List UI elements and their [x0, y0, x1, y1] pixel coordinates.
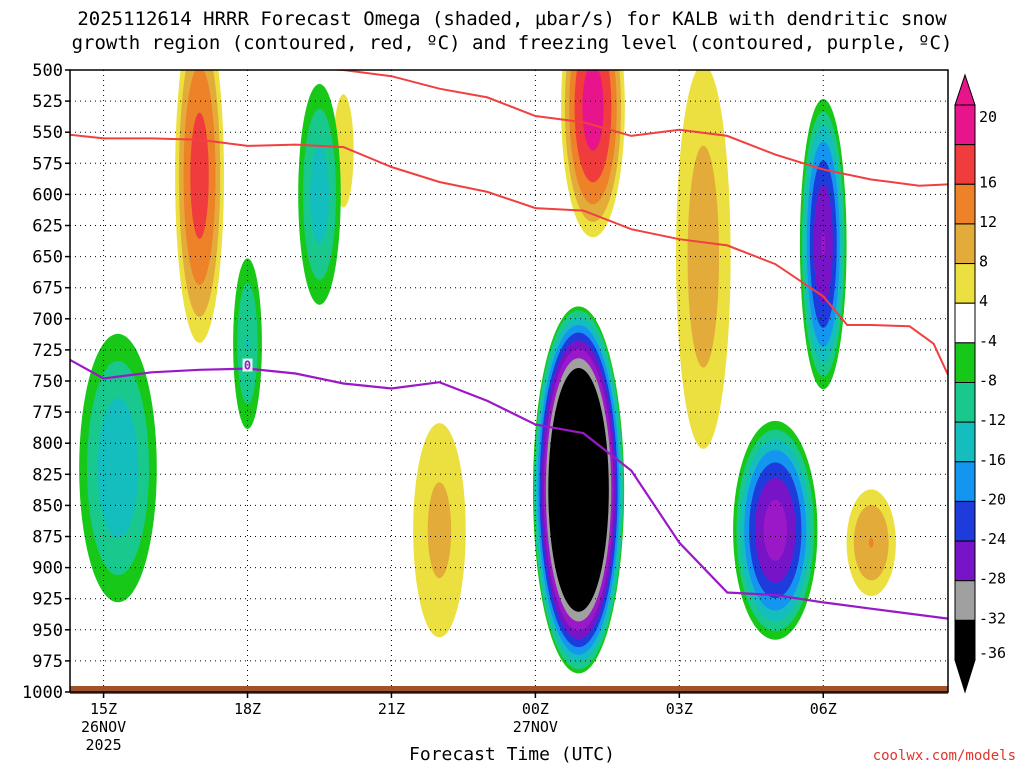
colorbar-swatch-1	[954, 144, 976, 185]
y-tick-label-875: 875	[32, 528, 63, 548]
freezing-level-label: 0	[244, 359, 251, 373]
y-tick-label-950: 950	[32, 621, 63, 641]
colorbar-label--12: -12	[979, 411, 1006, 429]
y-tick-label-900: 900	[32, 559, 63, 579]
y-tick-label-675: 675	[32, 279, 63, 299]
freezing-label-bg	[242, 358, 253, 372]
colorbar-label--36: -36	[979, 644, 1006, 662]
ground-strip	[70, 686, 948, 694]
omega-shading	[79, 70, 896, 674]
colorbar-swatch-7	[954, 382, 976, 423]
colorbar-swatch-10	[954, 500, 976, 542]
credit-link[interactable]: coolwx.com/models	[872, 748, 1016, 764]
y-tick-label-575: 575	[32, 154, 63, 174]
freezing-level-contour	[70, 358, 948, 620]
y-tick-label-750: 750	[32, 372, 63, 392]
x-tick-label-00Z: 00Z	[522, 700, 549, 718]
colorbar-bottom-arrow	[954, 659, 976, 694]
omega-band-1-20	[582, 70, 604, 151]
y-tick-label-775: 775	[32, 403, 63, 423]
colorbar-label-4: 4	[979, 292, 988, 310]
omega-band-8--12	[309, 145, 330, 244]
omega-band-7--28	[763, 499, 787, 561]
y-tick-label-725: 725	[32, 341, 63, 361]
x-axis-label: Forecast Time (UTC)	[409, 744, 615, 765]
omega-band-9--12	[246, 335, 249, 352]
omega-band-10-12	[868, 537, 874, 548]
contour-lines: 0	[70, 70, 948, 620]
colorbar-label--4: -4	[979, 332, 997, 350]
y-tick-label-550: 550	[32, 123, 63, 143]
colorbar-label--24: -24	[979, 530, 1006, 548]
dgz-bottom-contour	[70, 133, 948, 376]
x-date-label-15Z: 26NOV	[81, 718, 126, 736]
x-year-label-15Z: 2025	[86, 736, 122, 754]
colorbar-label--28: -28	[979, 570, 1006, 588]
colorbar-swatch-8	[954, 421, 976, 463]
omega-band-11-8	[427, 482, 452, 579]
colorbar-swatch-12	[954, 580, 976, 621]
omega-band-0-16	[190, 112, 209, 239]
y-tick-label-800: 800	[32, 434, 63, 454]
colorbar-swatch-2	[954, 183, 976, 225]
axes: 500 525 550 575 600 625 650 675 700 725 750 775 800 8…	[22, 61, 837, 754]
colorbar-label--20: -20	[979, 490, 1006, 508]
x-tick-label-06Z: 06Z	[810, 700, 837, 718]
y-tick-label-525: 525	[32, 92, 63, 112]
colorbar-label-20: 20	[979, 108, 997, 126]
y-tick-label-850: 850	[32, 496, 63, 516]
colorbar-swatch-6	[954, 342, 976, 384]
colorbar-swatch-9	[954, 461, 976, 502]
x-tick-label-18Z: 18Z	[234, 700, 261, 718]
colorbar-label-8: 8	[979, 253, 988, 271]
colorbar-label--8: -8	[979, 372, 997, 390]
x-tick-label-21Z: 21Z	[378, 700, 405, 718]
chart-title-line1: 2025112614 HRRR Forecast Omega (shaded, …	[77, 8, 947, 30]
colorbar-label-16: 16	[979, 173, 997, 191]
chart-title-line2: growth region (contoured, red, ºC) and f…	[71, 32, 953, 54]
omega-band-6--28	[821, 232, 826, 257]
colorbar-swatch-11	[954, 540, 976, 582]
y-tick-label-625: 625	[32, 217, 63, 237]
colorbar-swatch-3	[954, 223, 976, 265]
x-tick-label-15Z: 15Z	[90, 700, 117, 718]
colorbar-label--16: -16	[979, 451, 1006, 469]
x-date-label-00Z: 27NOV	[513, 718, 558, 736]
y-tick-label-925: 925	[32, 590, 63, 610]
y-tick-label-1000: 1000	[22, 683, 63, 703]
y-tick-label-825: 825	[32, 465, 63, 485]
omega-band-5--36	[548, 367, 609, 612]
colorbar-label--32: -32	[979, 609, 1006, 627]
y-tick-label-600: 600	[32, 185, 63, 205]
x-tick-label-03Z: 03Z	[666, 700, 693, 718]
grid-lines	[70, 70, 948, 692]
colorbar-swatch-13	[954, 619, 976, 661]
y-tick-label-500: 500	[32, 61, 63, 81]
y-tick-label-975: 975	[32, 652, 63, 672]
colorbar-swatch-0	[954, 104, 976, 146]
colorbar: 20 16 12 8 4 -4 -8 -12 -16 -20 -24 -28 -32 -36	[954, 73, 1006, 694]
colorbar-label-12: 12	[979, 213, 997, 231]
dgz-top-contour	[324, 70, 948, 187]
omega-band-2-8	[687, 145, 720, 368]
y-tick-label-650: 650	[32, 248, 63, 268]
colorbar-top-arrow	[954, 73, 976, 106]
y-tick-label-700: 700	[32, 310, 63, 330]
omega-band-4--12	[97, 397, 139, 539]
colorbar-swatch-4	[954, 263, 976, 304]
colorbar-swatch-5	[954, 302, 976, 344]
